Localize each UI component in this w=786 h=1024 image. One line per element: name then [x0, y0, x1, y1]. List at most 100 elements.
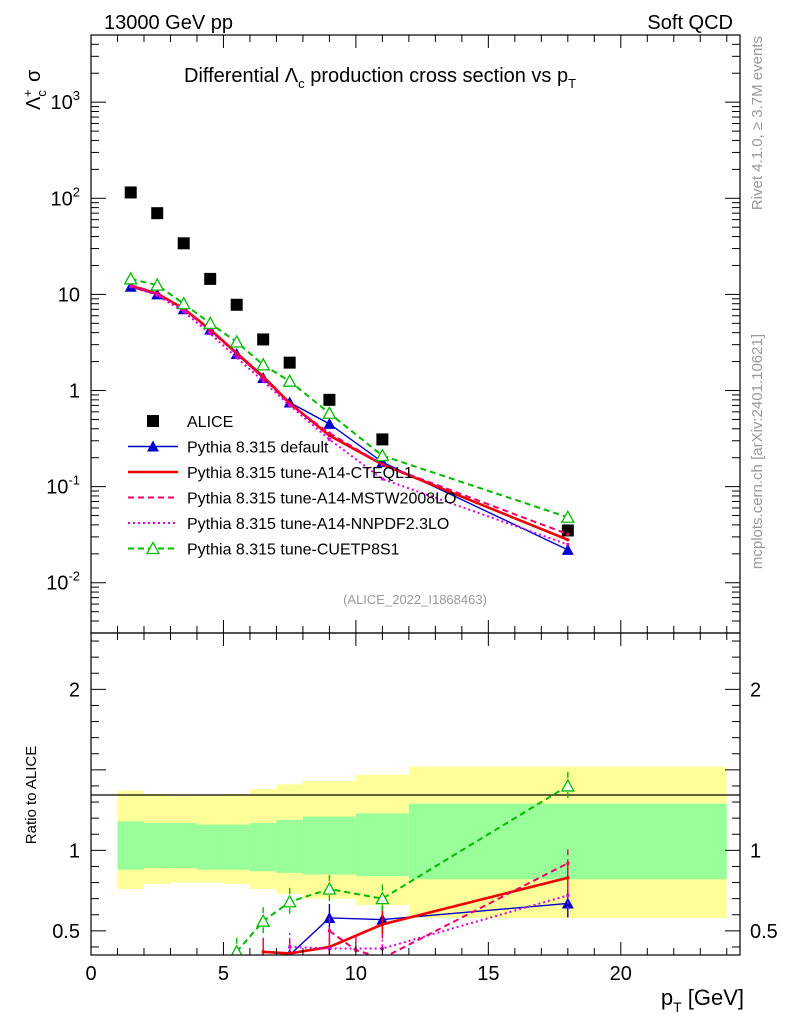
ratio-y-axis-label: Ratio to ALICE	[23, 746, 40, 844]
stat-band-bin	[355, 813, 409, 877]
chart-title: Differential Λc​ production cross sectio…	[184, 65, 576, 91]
ratio-y-tick-label-right: 1	[750, 840, 761, 862]
main-data-point	[375, 448, 390, 462]
main-data-point	[327, 431, 331, 435]
ratio-data-point	[288, 945, 292, 949]
main-data-point	[257, 333, 270, 346]
main-data-point	[283, 356, 296, 369]
main-data-point	[288, 403, 292, 407]
main-data-point	[155, 293, 159, 297]
main-data-point	[129, 285, 133, 289]
main-data-point	[256, 357, 271, 371]
stat-band-bin	[276, 819, 303, 873]
legend-label: Pythia 8.315 default	[187, 440, 329, 457]
main-data-point	[182, 310, 186, 314]
main-data-point	[129, 283, 133, 287]
main-data-point	[380, 462, 384, 466]
main-data-point	[177, 237, 190, 250]
x-tick-label: 15	[477, 963, 499, 985]
legend-marker	[145, 541, 161, 555]
ratio-data-point	[327, 929, 331, 933]
main-data-point	[323, 417, 336, 429]
ratio-data-point	[381, 957, 384, 960]
main-data-point	[204, 272, 217, 285]
main-y-tick-label: 10	[58, 284, 80, 306]
main-data-point	[376, 433, 389, 446]
main-data-point	[208, 332, 212, 336]
main-y-tick-label: 103	[51, 88, 80, 114]
ratio-panel-frame	[90, 632, 741, 956]
main-data-point	[561, 524, 574, 537]
ratio-data-point	[230, 944, 243, 955]
x-axis-label: pT [GeV]	[661, 985, 744, 1015]
main-series-4	[129, 285, 570, 546]
legend-label: Pythia 8.315 tune-CUETP8S1	[187, 542, 400, 559]
ratio-y-tick-label-left: 1	[69, 840, 80, 862]
legend-label: ALICE	[187, 414, 233, 431]
ratio-uncertainty-bands	[117, 766, 727, 918]
main-data-point	[208, 329, 212, 333]
ratio-data-point	[322, 881, 337, 895]
main-series-line	[130, 277, 569, 519]
main-y-tick-label: 10-1	[46, 473, 80, 499]
legend-entry: Pythia 8.315 tune-A14-CTEQL1	[128, 465, 413, 482]
main-data-point	[176, 296, 191, 310]
legend-entry: Pythia 8.315 tune-A14-NNPDF2.3LO	[128, 516, 449, 533]
ratio-data-point	[566, 893, 570, 897]
main-data-point	[261, 379, 265, 383]
main-data-point	[566, 532, 570, 536]
main-data-point	[124, 186, 137, 199]
main-data-point	[230, 298, 243, 311]
rivet-label: Rivet 4.1.0, ≥ 3.7M events	[749, 36, 766, 210]
axes: 0 5 10 15 20 10-2 10-1 1 10 102 103 0.5 0.5 1 1 2 2	[46, 34, 778, 985]
main-data-point	[235, 352, 239, 356]
main-data-point	[322, 405, 337, 419]
stat-band-bin	[117, 821, 144, 870]
ratio-data-point	[261, 950, 265, 954]
ratio-y-tick-label-right: 0.5	[750, 921, 778, 943]
main-data-point	[560, 509, 575, 523]
main-y-tick-label: 1	[69, 381, 80, 403]
x-tick-label: 5	[218, 963, 229, 985]
x-tick-label: 10	[345, 963, 367, 985]
main-y-axis-label: Λc+ σ	[20, 69, 49, 110]
main-data-point	[282, 373, 297, 387]
ratio-data-point	[566, 876, 570, 880]
ratio-y-tick-label-left: 0.5	[52, 921, 80, 943]
main-data-point	[566, 538, 570, 542]
analysis-watermark: (ALICE_2022_I1868463)	[343, 592, 487, 607]
ratio-data-point	[327, 945, 331, 949]
ratio-data-point	[566, 861, 570, 865]
main-data-point	[323, 393, 336, 406]
ratio-data-point	[560, 778, 575, 792]
main-series-line	[130, 285, 569, 546]
stat-band-bin	[143, 822, 171, 869]
main-data-point	[150, 277, 165, 291]
legend-entry: ALICE	[147, 414, 233, 431]
ratio-series-4	[230, 771, 575, 955]
ratio-data-point	[282, 894, 297, 908]
stat-band-bin	[170, 822, 197, 869]
main-data-point	[123, 271, 138, 285]
main-series-line	[130, 284, 569, 536]
energy-label: 13000 GeV pp	[104, 12, 233, 34]
main-data-point	[203, 315, 218, 329]
main-data-point	[380, 477, 384, 481]
main-data-point	[327, 437, 331, 441]
legend: ALICE Pythia 8.315 default Pythia 8.315 tu…	[128, 414, 456, 559]
stat-band-bin	[223, 824, 250, 870]
ratio-data-point	[256, 913, 271, 927]
main-data-point	[327, 434, 331, 438]
legend-entry: Pythia 8.315 tune-CUETP8S1	[128, 541, 400, 559]
main-data-point	[229, 334, 244, 348]
legend-entry: Pythia 8.315 tune-A14-MSTW2008LO	[128, 491, 456, 508]
legend-entry: Pythia 8.315 default	[128, 440, 329, 457]
main-y-tick-label: 102	[51, 184, 80, 210]
main-panel-series	[123, 186, 575, 555]
stat-band-bin	[196, 824, 224, 870]
main-data-point	[155, 291, 159, 295]
legend-label: Pythia 8.315 tune-A14-CTEQL1	[187, 465, 413, 482]
x-tick-label: 0	[85, 963, 96, 985]
ratio-y-tick-label-left: 2	[69, 679, 80, 701]
